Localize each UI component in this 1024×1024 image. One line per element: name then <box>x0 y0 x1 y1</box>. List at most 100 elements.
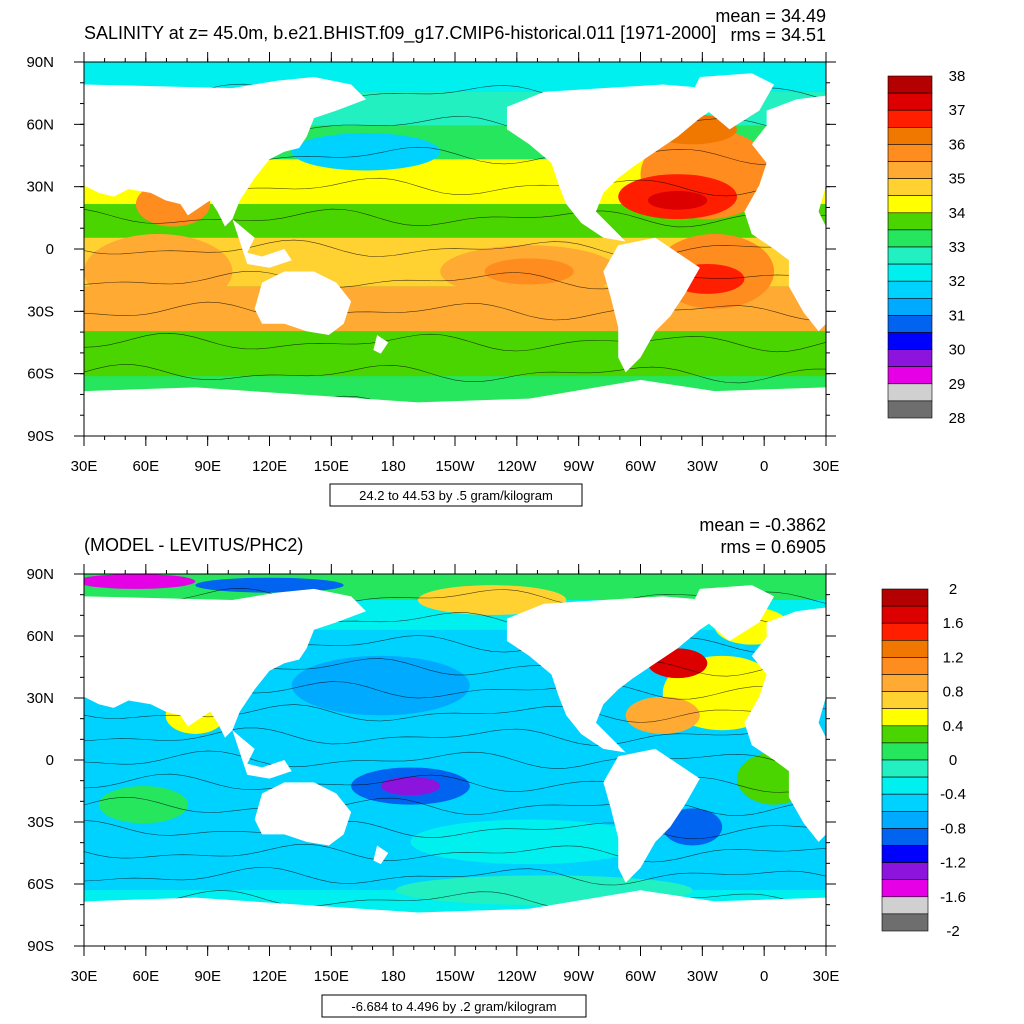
colorbar-swatch <box>881 810 929 829</box>
colorbar-swatch <box>881 605 929 624</box>
top-panel: SALINITY at z= 45.0m, b.e21.BHIST.f09_g1… <box>26 6 966 507</box>
bottom-lon-label: 180 <box>381 968 406 985</box>
colorbar-swatch <box>887 246 933 265</box>
colorbar-label: -2 <box>946 923 959 940</box>
colorbar-swatch <box>887 400 933 419</box>
top-lat-label: 30S <box>27 303 54 320</box>
colorbar-swatch <box>887 127 933 145</box>
top-range-label: 24.2 to 44.53 by .5 gram/kilogram <box>359 488 553 503</box>
colorbar-swatch <box>887 144 933 162</box>
colorbar-swatch <box>887 315 933 333</box>
bottom-lat-label: 30N <box>26 690 54 707</box>
top-lon-label: 120E <box>252 458 287 475</box>
top-lon-label: 120W <box>497 458 537 475</box>
bottom-lat-label: 90N <box>26 566 54 583</box>
bottom-lon-label: 30W <box>687 968 719 985</box>
colorbar-swatch <box>887 263 933 282</box>
bottom-lon-label: 150W <box>435 968 475 985</box>
bottom-lat-label: 90S <box>27 938 54 955</box>
bottom-lon-label: 150E <box>314 968 349 985</box>
colorbar-label: -1.6 <box>940 889 966 906</box>
colorbar-label: 0.4 <box>943 718 964 735</box>
top-axis-ticks: 30E 60E 90E 120E 150E 180 150W 120W 90W 60W 30W 0 30… <box>26 52 839 475</box>
bottom-range-label: -6.684 to 4.496 by .2 gram/kilogram <box>351 999 556 1014</box>
colorbar-swatch <box>881 725 929 744</box>
colorbar-label: 32 <box>949 273 966 290</box>
bottom-title: (MODEL - LEVITUS/PHC2) <box>84 535 303 555</box>
colorbar-swatch <box>881 845 929 863</box>
colorbar-label: 28 <box>949 410 966 427</box>
top-lon-label: 90W <box>563 458 595 475</box>
colorbar-label: 36 <box>949 136 966 153</box>
colorbar-swatch <box>881 879 929 898</box>
top-lat-label: 60S <box>27 366 54 383</box>
colorbar-swatch <box>881 691 929 709</box>
colorbar-swatch <box>887 366 933 385</box>
bottom-lon-label: 120W <box>497 968 537 985</box>
bottom-lat-label: 30S <box>27 814 54 831</box>
colorbar-swatch <box>887 229 933 248</box>
colorbar-label: 35 <box>949 171 966 188</box>
top-colorbar: 38 37 36 35 34 33 32 31 30 29 28 <box>887 68 966 427</box>
top-title: SALINITY at z= 45.0m, b.e21.BHIST.f09_g1… <box>84 23 716 44</box>
colorbar-swatch <box>887 212 933 231</box>
top-rms: rms = 34.51 <box>730 25 826 45</box>
colorbar-swatch <box>881 657 929 675</box>
bottom-lat-label: 60S <box>27 876 54 893</box>
colorbar-label: 38 <box>949 68 966 85</box>
colorbar-swatch <box>881 674 929 692</box>
bottom-lon-label: 30E <box>71 968 98 985</box>
colorbar-swatch <box>887 75 933 94</box>
colorbar-swatch <box>887 383 933 402</box>
colorbar-swatch <box>887 109 933 128</box>
colorbar-swatch <box>881 828 929 846</box>
top-lon-label: 30E <box>71 458 98 475</box>
colorbar-swatch <box>881 896 929 915</box>
bottom-lat-label: 60N <box>26 628 54 645</box>
colorbar-swatch <box>881 742 929 761</box>
top-lon-label: 60W <box>625 458 657 475</box>
top-lat-label: 90N <box>26 54 54 71</box>
colorbar-label: -0.4 <box>940 786 966 803</box>
colorbar-swatch <box>881 913 929 932</box>
colorbar-label: -0.8 <box>940 820 966 837</box>
bottom-lon-label: 90E <box>194 968 221 985</box>
colorbar-swatch <box>887 195 933 214</box>
top-lon-label: 0 <box>760 458 768 475</box>
bottom-mean: mean = -0.3862 <box>699 515 826 535</box>
colorbar-label: 30 <box>949 342 966 359</box>
top-lon-label: 90E <box>194 458 221 475</box>
top-lon-label: 30E <box>813 458 840 475</box>
colorbar-swatch <box>881 639 929 658</box>
colorbar-label: 0.8 <box>943 684 964 701</box>
colorbar-swatch <box>881 793 929 812</box>
colorbar-label: -1.2 <box>940 855 966 872</box>
colorbar-label: 1.6 <box>943 615 964 632</box>
colorbar-swatch <box>887 161 933 179</box>
top-lat-label: 0 <box>46 241 54 258</box>
top-lat-label: 90S <box>27 428 54 445</box>
colorbar-swatch <box>887 332 933 350</box>
top-map-field <box>84 62 826 436</box>
top-range-box: 24.2 to 44.53 by .5 gram/kilogram <box>329 483 583 507</box>
colorbar-label: 2 <box>949 581 957 598</box>
colorbar-swatch <box>887 92 933 111</box>
top-lon-label: 180 <box>381 458 406 475</box>
colorbar-label: 34 <box>949 205 966 222</box>
bottom-lon-label: 90W <box>563 968 595 985</box>
colorbar-swatch <box>887 297 933 316</box>
colorbar-swatch <box>881 708 929 727</box>
bottom-lon-label: 60E <box>132 968 159 985</box>
colorbar-label: 29 <box>949 376 966 393</box>
bottom-lon-label: 30E <box>813 968 840 985</box>
top-mean: mean = 34.49 <box>715 6 826 26</box>
bottom-lon-label: 0 <box>760 968 768 985</box>
colorbar-swatch <box>881 862 929 880</box>
top-lat-label: 60N <box>26 116 54 133</box>
colorbar-swatch <box>881 759 929 778</box>
bottom-range-box: -6.684 to 4.496 by .2 gram/kilogram <box>321 994 587 1018</box>
top-lon-label: 150W <box>435 458 475 475</box>
colorbar-swatch <box>887 349 933 368</box>
colorbar-swatch <box>887 178 933 197</box>
